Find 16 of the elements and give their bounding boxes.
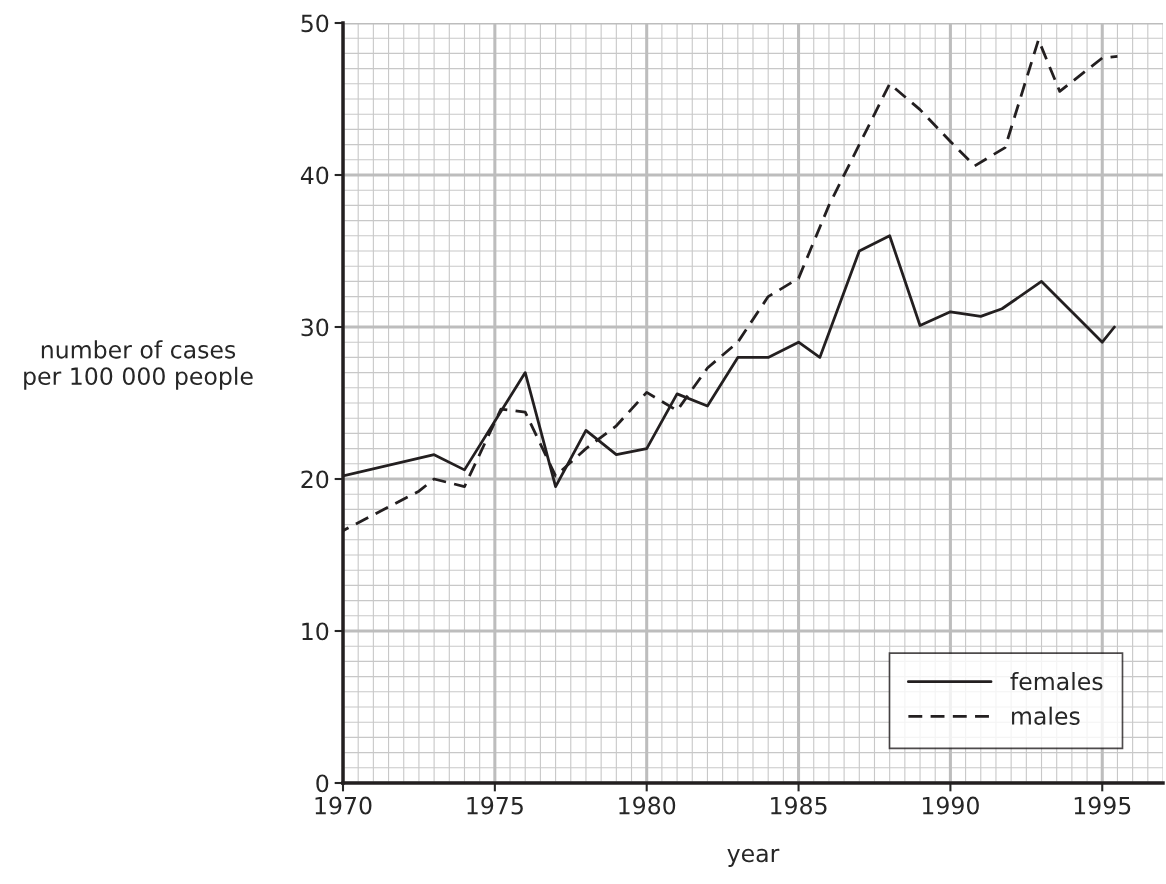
x-tick-label: 1980 <box>619 796 676 815</box>
y-axis-title: number of cases per 100 000 people <box>24 340 253 390</box>
x-tick-label: 1990 <box>922 796 979 815</box>
y-tick-label: 0 <box>316 774 329 793</box>
legend-label: males <box>1012 706 1080 725</box>
x-tick-label: 1995 <box>1074 796 1131 815</box>
y-tick-label: 30 <box>301 318 329 337</box>
y-tick-label: 20 <box>301 470 329 489</box>
y-tick-label: 50 <box>301 14 329 33</box>
x-axis-title: year <box>727 848 780 867</box>
y-tick-label: 10 <box>302 622 329 641</box>
y-tick-label: 40 <box>300 166 329 185</box>
x-tick-label: 1970 <box>315 796 372 815</box>
legend-label: females <box>1010 672 1103 691</box>
x-tick-label: 1975 <box>467 796 523 815</box>
x-tick-label: 1985 <box>771 796 827 815</box>
